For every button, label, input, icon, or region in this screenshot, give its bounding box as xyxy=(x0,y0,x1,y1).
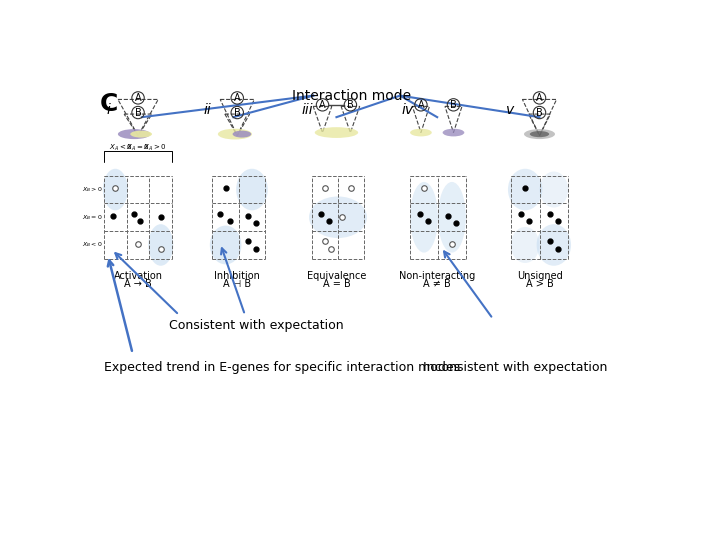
Text: A ≠ B: A ≠ B xyxy=(423,279,451,289)
Ellipse shape xyxy=(130,131,152,138)
Text: A: A xyxy=(536,93,543,103)
Text: C: C xyxy=(99,92,117,116)
Ellipse shape xyxy=(148,224,174,266)
Text: Equivalence: Equivalence xyxy=(307,271,366,281)
Text: Non-interacting: Non-interacting xyxy=(399,271,475,281)
Text: A → B: A → B xyxy=(124,279,152,289)
Text: iv: iv xyxy=(402,103,414,117)
Text: $X_A{=}0$: $X_A{=}0$ xyxy=(127,143,150,153)
Text: A ⊣ B: A ⊣ B xyxy=(223,279,251,289)
Text: B: B xyxy=(135,107,141,118)
Text: Consistent with expectation: Consistent with expectation xyxy=(169,319,344,332)
Ellipse shape xyxy=(536,224,571,266)
Ellipse shape xyxy=(510,227,539,263)
Ellipse shape xyxy=(103,168,128,211)
Text: Inhibition: Inhibition xyxy=(215,271,260,281)
Text: v: v xyxy=(506,103,514,117)
Ellipse shape xyxy=(443,129,464,137)
Ellipse shape xyxy=(118,129,150,139)
Text: B: B xyxy=(536,107,543,118)
Text: $X_B{=}0$: $X_B{=}0$ xyxy=(81,213,102,222)
Ellipse shape xyxy=(236,168,268,211)
Text: B: B xyxy=(347,100,354,110)
Text: A: A xyxy=(234,93,240,103)
Ellipse shape xyxy=(410,129,432,137)
Text: ii: ii xyxy=(204,103,212,117)
Text: A > B: A > B xyxy=(526,279,554,289)
Text: A: A xyxy=(319,100,326,110)
Text: Activation: Activation xyxy=(114,271,163,281)
Text: B: B xyxy=(450,100,457,110)
Text: A: A xyxy=(418,100,424,110)
Text: B: B xyxy=(234,107,240,118)
Ellipse shape xyxy=(218,129,252,139)
Ellipse shape xyxy=(210,226,241,265)
Ellipse shape xyxy=(438,182,466,253)
Text: iii: iii xyxy=(301,103,312,117)
Text: $X_B{<}0$: $X_B{<}0$ xyxy=(81,240,102,249)
Ellipse shape xyxy=(524,129,555,139)
Text: A: A xyxy=(135,93,141,103)
Ellipse shape xyxy=(539,172,568,207)
Text: $X_B{>}0$: $X_B{>}0$ xyxy=(81,185,102,194)
Text: Expected trend in E-genes for specific interaction modes: Expected trend in E-genes for specific i… xyxy=(104,361,460,374)
Text: i: i xyxy=(107,103,111,117)
Ellipse shape xyxy=(309,197,367,238)
Ellipse shape xyxy=(233,131,251,138)
Ellipse shape xyxy=(508,168,542,211)
Text: Unsigned: Unsigned xyxy=(517,271,562,281)
Ellipse shape xyxy=(530,131,549,137)
Text: $X_A{<}0$: $X_A{<}0$ xyxy=(109,143,132,153)
Ellipse shape xyxy=(410,182,438,253)
Text: Inconsistent with expectation: Inconsistent with expectation xyxy=(423,361,608,374)
Ellipse shape xyxy=(315,127,358,138)
Text: $X_A{>}0$: $X_A{>}0$ xyxy=(143,143,167,153)
Text: Interaction mode: Interaction mode xyxy=(292,89,412,103)
Text: A = B: A = B xyxy=(323,279,351,289)
